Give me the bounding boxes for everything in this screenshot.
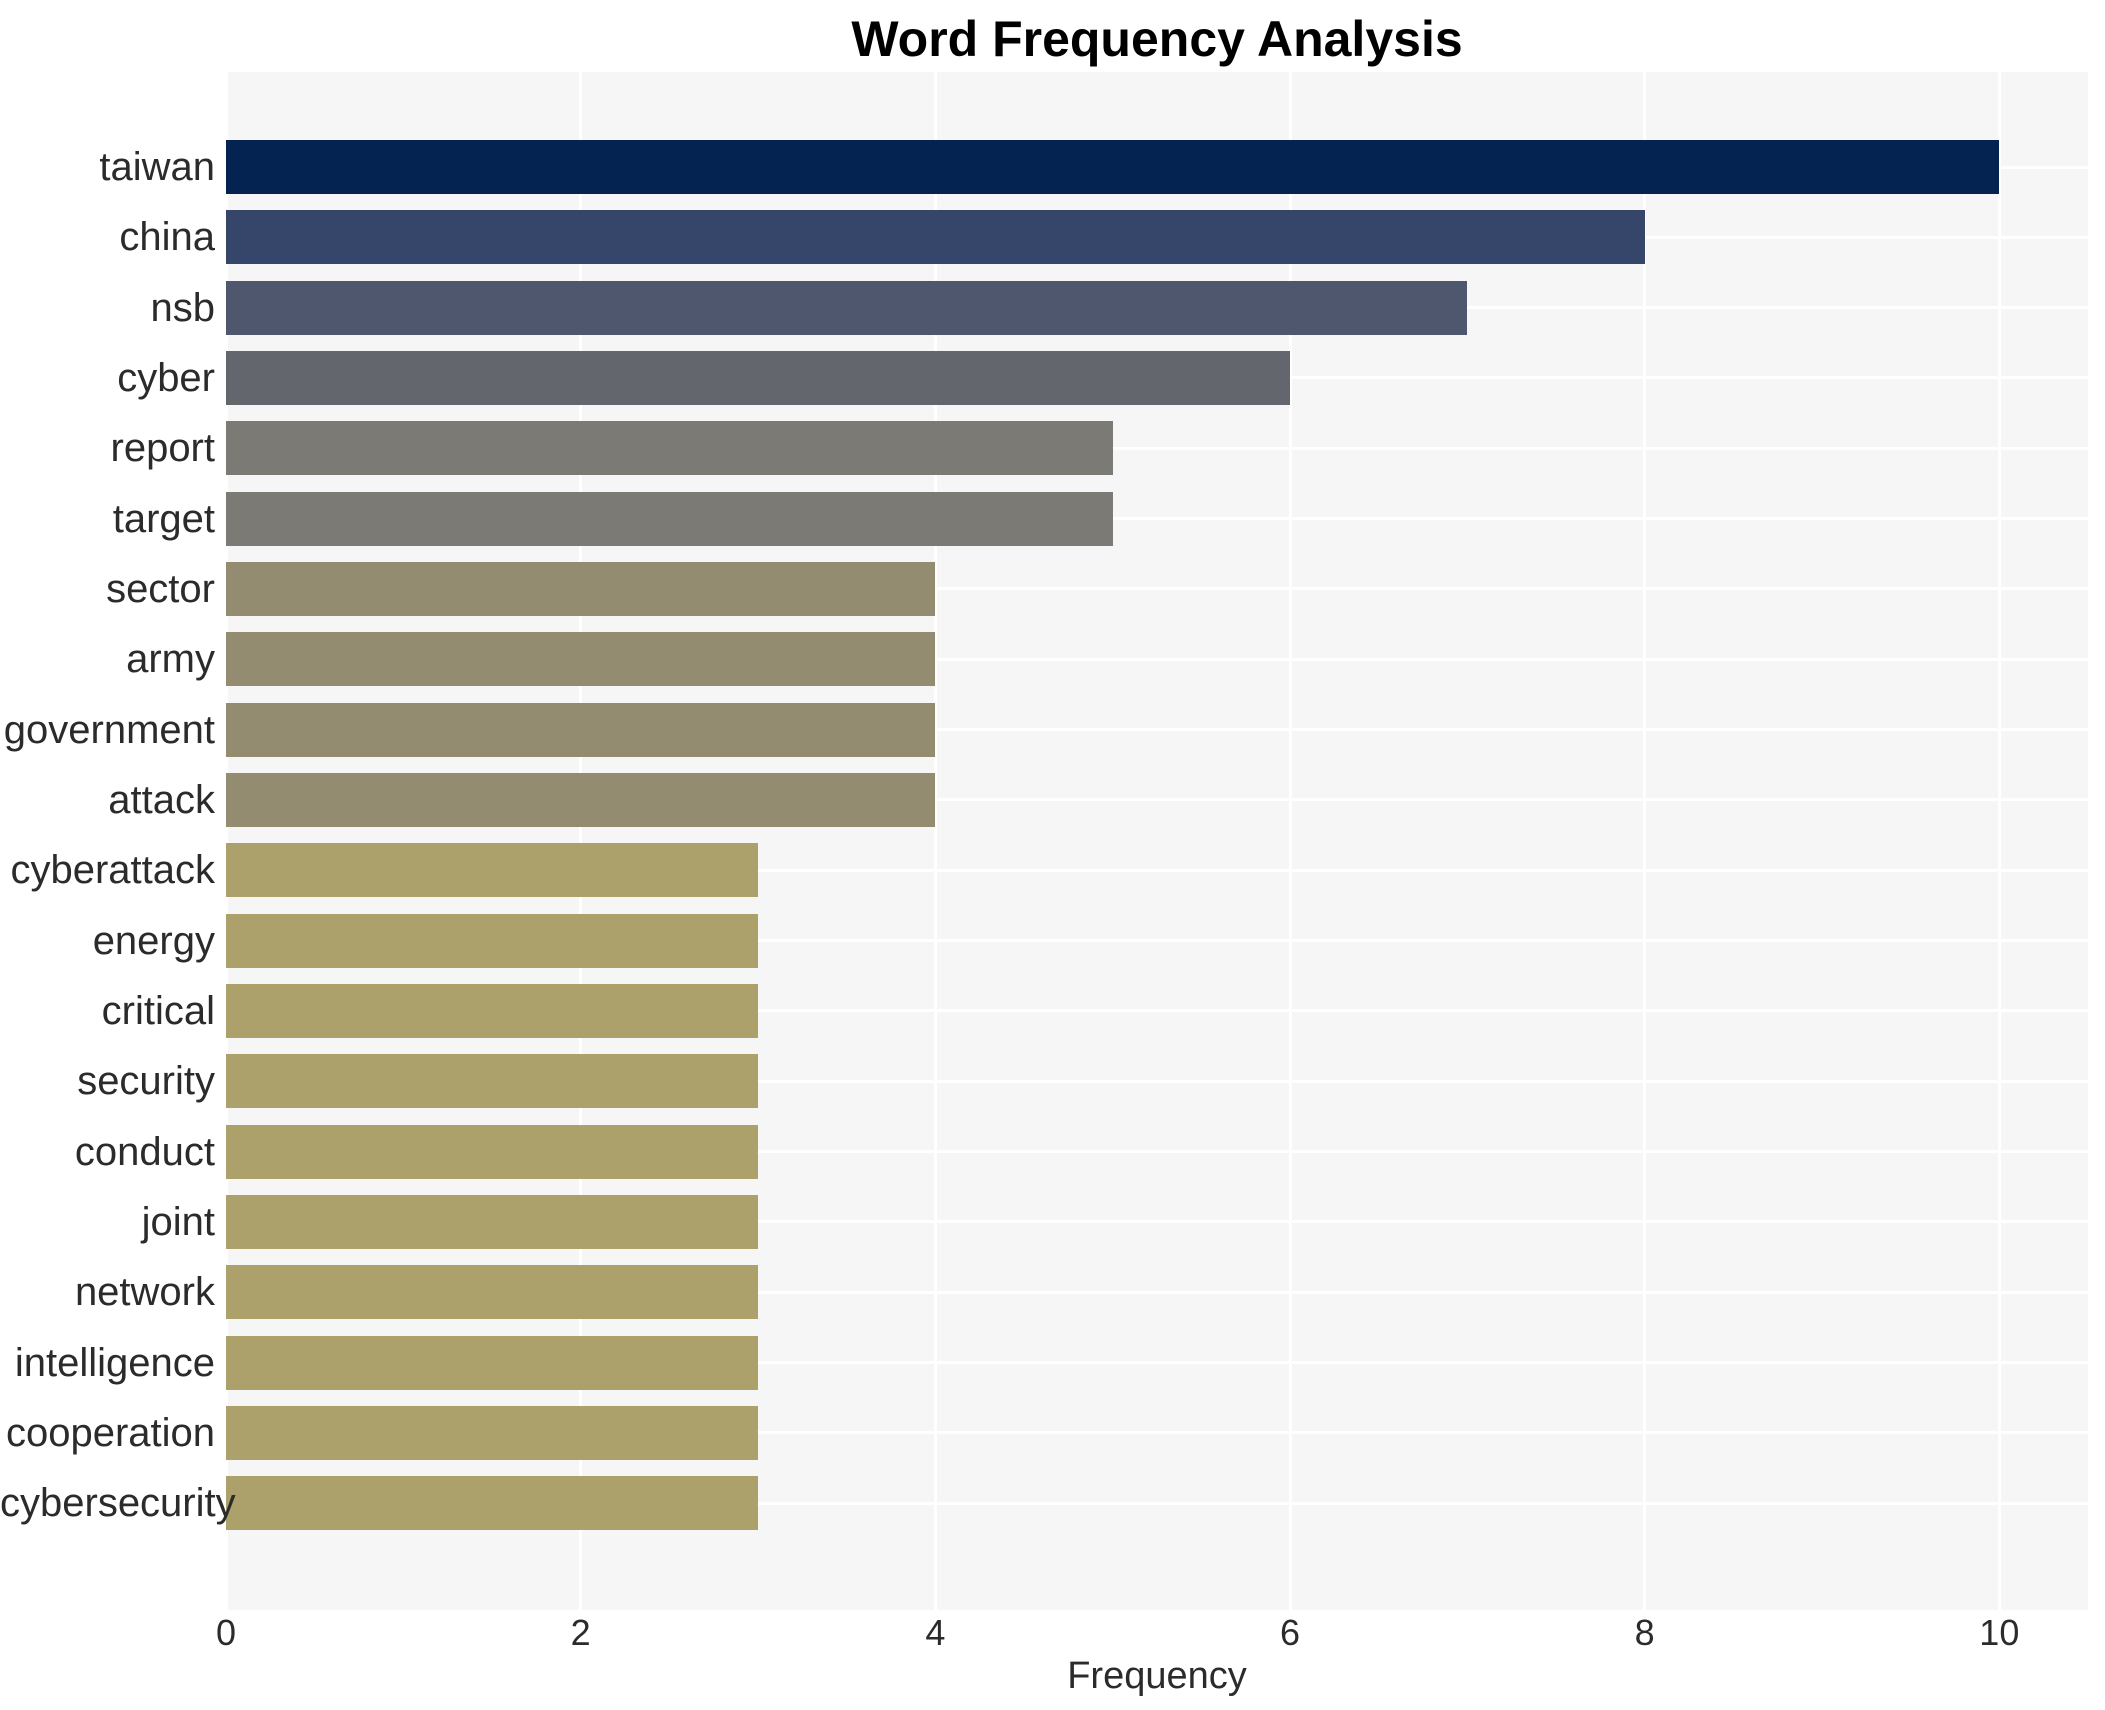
x-tick-label-10: 10: [1979, 1612, 2020, 1653]
y-tick-label-network: network: [74, 1270, 215, 1315]
gridline-vertical-0: [226, 72, 228, 1610]
bar-attack: [226, 772, 936, 827]
bar-taiwan: [226, 140, 2000, 194]
gridline-horizontal: [226, 1361, 2088, 1365]
gridline-horizontal: [226, 1079, 2088, 1083]
bar-army: [226, 632, 936, 687]
x-tick-label-0: 0: [215, 1612, 237, 1653]
plot-area: [226, 72, 2088, 1610]
bar-government: [226, 702, 936, 757]
gridline-horizontal: [226, 1150, 2088, 1154]
y-tick-label-conduct: conduct: [74, 1129, 215, 1174]
y-tick-label-security: security: [77, 1059, 215, 1104]
bar-cyberattack: [226, 843, 758, 898]
y-tick-label-cooperation: cooperation: [5, 1410, 215, 1455]
x-axis-title: Frequency: [1067, 1655, 1247, 1697]
bar-critical: [226, 983, 758, 1038]
gridline-horizontal: [226, 939, 2088, 943]
y-tick-label-joint: joint: [141, 1199, 215, 1244]
x-tick-label-6: 6: [1279, 1612, 1301, 1653]
bar-energy: [226, 913, 758, 968]
gridline-vertical-6: [1288, 72, 1292, 1610]
gridline-horizontal: [226, 446, 2088, 450]
bar-network: [226, 1265, 758, 1320]
gridline-horizontal: [226, 657, 2088, 661]
bar-china: [226, 210, 1645, 265]
y-tick-label-intelligence: intelligence: [14, 1340, 215, 1385]
bar-security: [226, 1054, 758, 1109]
gridline-vertical-2: [579, 72, 583, 1610]
gridline-horizontal: [226, 1431, 2088, 1435]
x-tick-label-2: 2: [570, 1612, 591, 1653]
y-tick-label-china: china: [119, 215, 215, 260]
gridline-horizontal: [226, 798, 2088, 802]
y-tick-label-cyberattack: cyberattack: [10, 848, 215, 893]
gridline-horizontal: [226, 868, 2088, 872]
gridline-horizontal: [226, 1009, 2088, 1013]
gridline-horizontal: [226, 1501, 2088, 1505]
y-tick-label-taiwan: taiwan: [99, 145, 215, 189]
y-tick-label-cyber: cyber: [117, 355, 215, 400]
bar-sector: [226, 561, 936, 616]
bar-cyber: [226, 350, 1290, 405]
bar-intelligence: [226, 1335, 758, 1390]
bar-nsb: [226, 280, 1468, 335]
y-tick-label-nsb: nsb: [150, 285, 216, 330]
gridline-horizontal: [226, 728, 2088, 732]
y-tick-label-government: government: [3, 707, 215, 752]
bar-cooperation: [226, 1405, 758, 1460]
chart-title: Word Frequency Analysis: [851, 11, 1463, 67]
bar-joint: [226, 1194, 758, 1249]
bar-report: [226, 421, 1113, 476]
gridline-horizontal: [226, 517, 2088, 521]
gridline-vertical-4: [933, 72, 937, 1610]
gridline-horizontal: [226, 587, 2088, 591]
gridline-horizontal: [226, 1220, 2088, 1224]
y-tick-label-cybersecurity: cybersecurity: [0, 1481, 236, 1526]
gridline-horizontal: [226, 1290, 2088, 1294]
y-tick-label-attack: attack: [108, 777, 215, 822]
y-tick-label-target: target: [112, 496, 215, 541]
y-tick-label-army: army: [126, 637, 215, 682]
y-tick-label-energy: energy: [92, 918, 215, 963]
y-tick-label-report: report: [110, 426, 216, 471]
y-tick-label-critical: critical: [101, 988, 215, 1033]
x-tick-label-8: 8: [1634, 1612, 1655, 1653]
x-tick-label-4: 4: [925, 1612, 946, 1653]
gridline-vertical-10: [1997, 72, 2001, 1610]
bar-cybersecurity: [226, 1476, 758, 1531]
bar-conduct: [226, 1124, 758, 1179]
gridline-vertical-8: [1643, 72, 1647, 1610]
bar-target: [226, 491, 1113, 546]
y-tick-label-sector: sector: [106, 566, 215, 611]
